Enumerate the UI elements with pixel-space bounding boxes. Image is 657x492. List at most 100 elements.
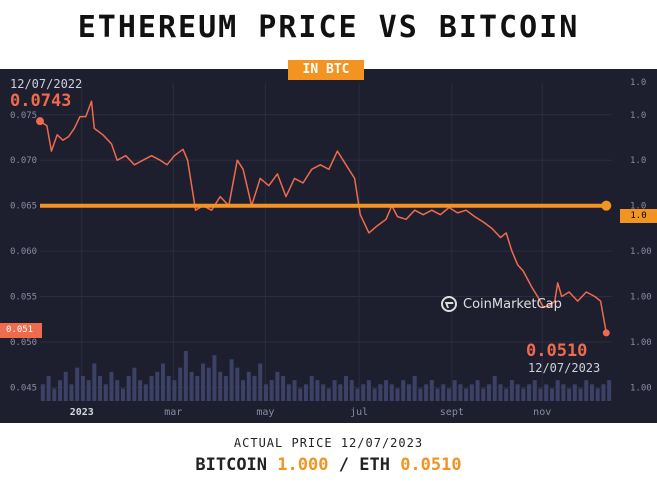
volume-bar — [521, 388, 526, 401]
end-value: 0.0510 — [526, 341, 588, 361]
volume-bar — [241, 380, 246, 401]
volume-bar — [58, 380, 63, 401]
volume-bar — [366, 380, 371, 401]
volume-bar — [475, 380, 480, 401]
volume-bar — [595, 388, 600, 401]
volume-bar — [292, 380, 297, 401]
volume-bar — [263, 384, 268, 401]
btc-label: BITCOIN — [195, 455, 268, 475]
y-tick-label-right: 1.0 — [630, 156, 646, 166]
volume-bar — [286, 384, 291, 401]
volume-bar — [458, 384, 463, 401]
volume-bar — [120, 388, 125, 401]
volume-bar — [183, 351, 188, 401]
volume-bar — [446, 388, 451, 401]
y-tick-label-left: 0.055 — [10, 293, 37, 303]
y-tick-label-left: 0.070 — [10, 156, 37, 166]
volume-bar — [504, 388, 509, 401]
volume-bar — [223, 376, 228, 401]
volume-bar — [166, 376, 171, 401]
volume-bar — [98, 376, 103, 401]
btc-end-point — [601, 200, 612, 211]
eth-label: ETH — [359, 455, 390, 475]
volume-bar — [63, 371, 68, 401]
volume-bar — [52, 388, 57, 401]
y-tick-label-right: 1.00 — [630, 293, 652, 303]
volume-bar — [149, 376, 154, 401]
volume-bar — [218, 371, 223, 401]
volume-bar — [532, 380, 537, 401]
volume-bar — [372, 388, 377, 401]
y-tick-label-right: 1.0 — [630, 111, 646, 121]
volume-bar — [109, 371, 114, 401]
volume-bar — [492, 376, 497, 401]
chart-panel[interactable]: 0.075 0.070 0.065 0.060 0.055 0.050 0.045 1.0 1… — [0, 69, 657, 423]
volume-bar — [75, 367, 80, 401]
volume-bar — [361, 384, 366, 401]
volume-bar — [46, 376, 51, 401]
eth-price-line — [39, 100, 608, 334]
y-tick-label-left: 0.065 — [10, 202, 37, 212]
volume-bar — [418, 388, 423, 401]
volume-bar — [212, 355, 217, 401]
eth-value: 0.0510 — [400, 455, 462, 475]
y-tick-label-right: 1.0 — [630, 202, 646, 212]
volume-bar — [155, 371, 160, 401]
watermark-text: CoinMarketCap — [463, 296, 562, 312]
x-tick-label: mar — [164, 407, 182, 418]
volume-bar — [435, 388, 440, 401]
volume-bar — [206, 367, 211, 401]
volume-bar — [103, 384, 108, 401]
y-tick-label-right: 1.0 — [630, 78, 646, 88]
volume-bar — [544, 384, 549, 401]
end-date: 12/07/2023 — [528, 361, 601, 375]
volume-bar — [332, 380, 337, 401]
volume-bar — [498, 384, 503, 401]
volume-bar — [298, 388, 303, 401]
subtitle-badge: IN BTC — [288, 60, 364, 80]
volume-bar — [406, 384, 411, 401]
volume-bar — [401, 380, 406, 401]
coinmarketcap-watermark: CoinMarketCap — [441, 296, 562, 312]
volume-bar — [355, 388, 360, 401]
volume-bar — [509, 380, 514, 401]
current-price-tag: 0.051 — [0, 323, 42, 338]
volume-bar — [40, 384, 45, 401]
volume-bar — [469, 384, 474, 401]
volume-bar — [275, 371, 280, 401]
x-tick-label: may — [256, 407, 274, 418]
volume-bar — [246, 371, 251, 401]
btc-value: 1.000 — [277, 455, 329, 475]
volume-bar — [578, 388, 583, 401]
volume-bar — [487, 384, 492, 401]
volume-bar — [395, 388, 400, 401]
separator: / — [338, 455, 349, 475]
volume-bar — [229, 359, 234, 401]
volume-bar — [269, 380, 274, 401]
y-tick-label-left: 0.060 — [10, 247, 37, 257]
volume-bar — [567, 388, 572, 401]
x-tick-label: nov — [533, 407, 551, 418]
volume-bar — [584, 380, 589, 401]
eth-end-point — [602, 329, 610, 337]
volume-bar — [69, 384, 74, 401]
volume-bar — [315, 380, 320, 401]
x-tick-label: 2023 — [70, 407, 94, 418]
volume-bar — [561, 384, 566, 401]
x-tick-label: sept — [440, 407, 464, 418]
y-tick-label-right: 1.00 — [630, 338, 652, 348]
volume-bar — [303, 384, 308, 401]
volume-bar — [572, 384, 577, 401]
coinmarketcap-logo-icon — [441, 296, 457, 312]
volume-bar — [92, 363, 97, 401]
volume-bar — [143, 384, 148, 401]
volume-bar — [201, 363, 206, 401]
x-tick-label: jul — [350, 407, 368, 418]
volume-bar — [138, 380, 143, 401]
volume-bar — [589, 384, 594, 401]
volume-bar — [424, 384, 429, 401]
volume-bar — [309, 376, 314, 401]
volume-bar — [172, 380, 177, 401]
volume-bar — [86, 380, 91, 401]
